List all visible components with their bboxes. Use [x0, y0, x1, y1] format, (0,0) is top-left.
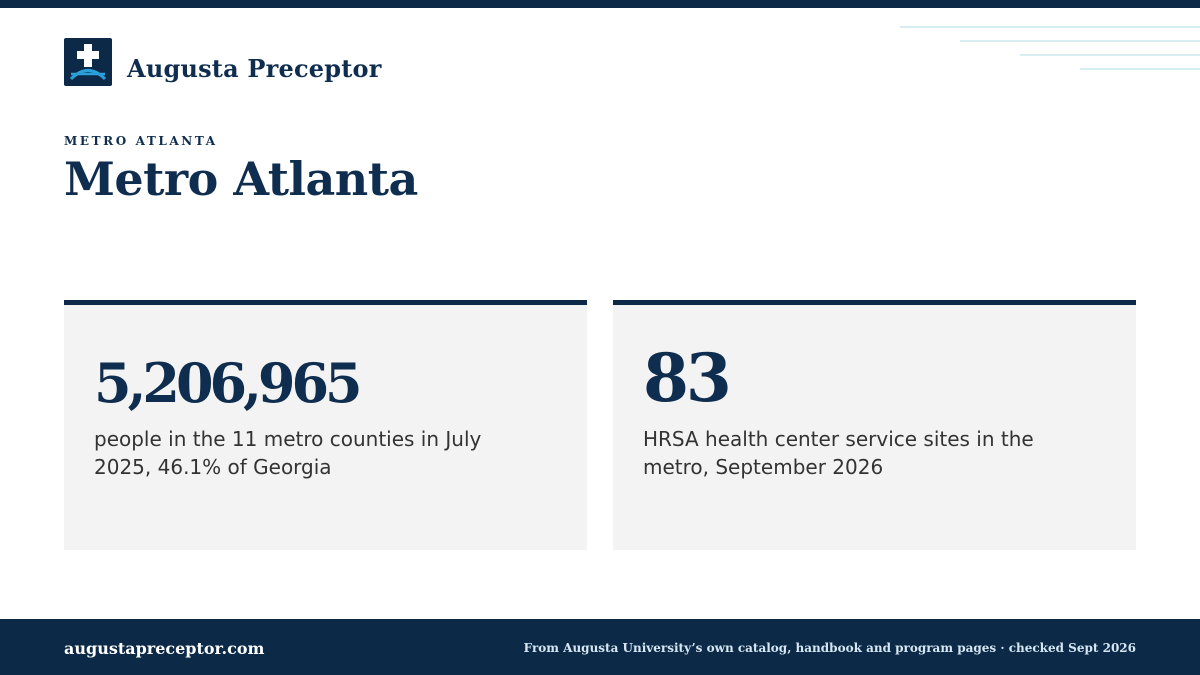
stat-value: 83: [643, 339, 732, 417]
medical-cross-bridge-icon: [64, 38, 112, 86]
brand-name: Augusta Preceptor: [127, 54, 382, 83]
stat-card-population: 5,206,965 people in the 11 metro countie…: [64, 300, 587, 550]
decorative-line: [960, 40, 1200, 42]
footer-bar: augustapreceptor.com From Augusta Univer…: [0, 619, 1200, 675]
section-kicker: METRO ATLANTA: [64, 134, 218, 148]
stat-value: 5,206,965: [94, 351, 363, 415]
decorative-line: [1020, 54, 1200, 56]
decorative-line: [1080, 68, 1200, 70]
stat-card-health-centers: 83 HRSA health center service sites in t…: [613, 300, 1136, 550]
footer-site-link[interactable]: augustapreceptor.com: [64, 639, 265, 658]
stat-description: people in the 11 metro counties in July …: [94, 427, 482, 479]
decorative-line: [900, 26, 1200, 28]
top-accent-bar: [0, 0, 1200, 8]
page-title: Metro Atlanta: [64, 152, 418, 206]
stat-description: HRSA health center service sites in the …: [643, 427, 1034, 479]
footer-source-note: From Augusta University’s own catalog, h…: [523, 641, 1136, 655]
